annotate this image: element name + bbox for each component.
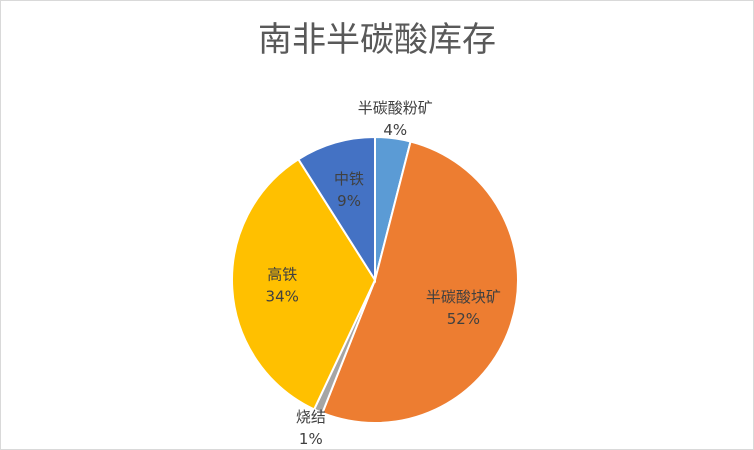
labels: 半碳酸粉矿 4% 半碳酸块矿 52% 烧结 1% 高铁 34% 中铁 9% xyxy=(266,99,501,448)
pie xyxy=(231,135,520,424)
pie-slice xyxy=(231,157,377,411)
value-label: 1% xyxy=(299,430,323,448)
category-label: 半碳酸粉矿 xyxy=(358,99,433,117)
pie-slice xyxy=(296,135,376,284)
value-label: 4% xyxy=(383,121,407,139)
pie-slice xyxy=(321,140,520,424)
category-label: 高铁 xyxy=(267,265,297,283)
value-label: 9% xyxy=(337,192,361,210)
value-label: 34% xyxy=(266,287,299,305)
category-label: 半碳酸块矿 xyxy=(426,288,501,306)
category-label: 中铁 xyxy=(334,170,364,188)
value-label: 52% xyxy=(447,310,480,328)
category-label: 烧结 xyxy=(296,408,326,426)
chart-title: 南非半碳酸库存 xyxy=(258,20,496,60)
